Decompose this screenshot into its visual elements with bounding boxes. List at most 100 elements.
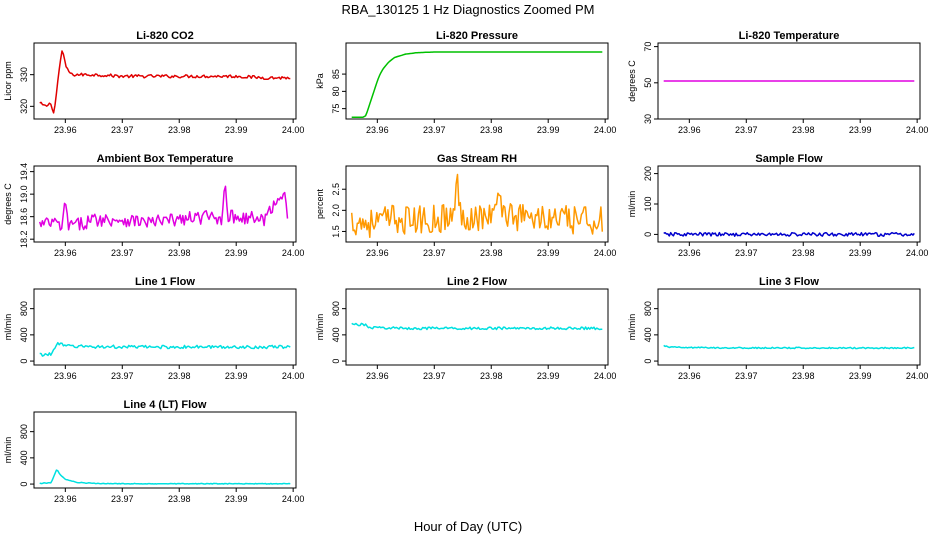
x-tick-label: 23.96	[366, 371, 389, 381]
panel-frame	[345, 42, 609, 120]
series-line-line3	[663, 344, 915, 350]
x-tick-label: 23.96	[54, 371, 77, 381]
x-tick-label: 23.96	[54, 248, 77, 258]
figure-title: RBA_130125 1 Hz Diagnostics Zoomed PM	[342, 2, 595, 17]
panel-5: Sample Flow ml/min 23.96 23.97 23.98 23.99 24.…	[627, 153, 928, 258]
y-tick-label: 400	[19, 450, 29, 465]
y-tick-label: 50	[643, 78, 653, 88]
panels-group: Li-820 CO2 Licor ppm 23.96 23.97 23.98 23.99 2…	[3, 30, 928, 504]
x-tick-label: 24.00	[906, 248, 929, 258]
panel-frame	[33, 42, 297, 120]
series-line-pressure	[351, 51, 603, 119]
y-tick-label: 0	[331, 359, 341, 364]
y-tick-label: 2.5	[331, 183, 341, 196]
panel-title: Line 3 Flow	[759, 276, 819, 288]
panel-4: Gas Stream RH percent 23.96 23.97 23.98 23.99…	[315, 153, 616, 258]
panel-title: Sample Flow	[755, 153, 823, 165]
x-tick-label: 23.99	[849, 125, 872, 135]
y-tick-label: 400	[331, 327, 341, 342]
y-tick-label: 30	[643, 114, 653, 124]
x-tick-label: 24.00	[282, 494, 305, 504]
x-tick-label: 23.97	[111, 248, 134, 258]
panel-frame	[657, 288, 921, 366]
x-tick-label: 23.98	[480, 248, 503, 258]
panel-title: Li-820 Temperature	[739, 30, 840, 42]
panel-6: Line 1 Flow ml/min 23.96 23.97 23.98 23.99 24.…	[3, 276, 304, 381]
y-tick-label: 80	[331, 86, 341, 96]
x-tick-label: 23.98	[792, 371, 815, 381]
y-tick-label: 800	[19, 424, 29, 439]
panel-frame	[33, 165, 297, 243]
x-tick-label: 24.00	[594, 248, 617, 258]
panel-frame	[345, 165, 609, 243]
x-tick-label: 23.98	[792, 125, 815, 135]
x-tick-label: 23.99	[225, 494, 248, 504]
y-tick-label: 0	[19, 482, 29, 487]
y-tick-label: 400	[643, 327, 653, 342]
x-tick-label: 23.97	[735, 371, 758, 381]
panel-y-label: ml/min	[627, 314, 637, 341]
x-tick-label: 23.99	[849, 248, 872, 258]
panel-y-label: ml/min	[627, 191, 637, 218]
y-tick-label: 330	[19, 67, 29, 82]
panel-frame	[345, 288, 609, 366]
panel-title: Line 2 Flow	[447, 276, 507, 288]
panel-y-label: kPa	[315, 73, 325, 89]
panel-2: Li-820 Temperature degrees C 23.96 23.97 23.…	[627, 30, 928, 135]
x-tick-label: 23.96	[366, 248, 389, 258]
x-tick-label: 23.99	[225, 371, 248, 381]
x-tick-label: 23.97	[423, 248, 446, 258]
series-line-rh	[350, 173, 604, 239]
y-tick-label: 0	[19, 359, 29, 364]
x-tick-label: 23.99	[225, 248, 248, 258]
panel-y-label: degrees C	[627, 60, 637, 102]
series-line-line1	[39, 341, 291, 357]
x-tick-label: 23.97	[735, 248, 758, 258]
y-tick-label: 1.5	[331, 225, 341, 238]
x-tick-label: 23.98	[168, 248, 191, 258]
y-tick-label: 0	[643, 232, 653, 237]
panel-frame	[657, 165, 921, 243]
panel-title: Line 1 Flow	[135, 276, 195, 288]
x-tick-label: 23.98	[480, 125, 503, 135]
x-tick-label: 23.98	[480, 371, 503, 381]
x-tick-label: 24.00	[906, 125, 929, 135]
x-tick-label: 23.96	[678, 248, 701, 258]
panel-title: Li-820 CO2	[136, 30, 193, 42]
x-tick-label: 23.97	[423, 371, 446, 381]
panel-y-label: ml/min	[315, 314, 325, 341]
x-tick-label: 23.97	[423, 125, 446, 135]
panel-title: Ambient Box Temperature	[97, 153, 234, 165]
y-tick-label: 85	[331, 69, 341, 79]
x-tick-label: 23.99	[537, 125, 560, 135]
y-tick-label: 800	[331, 301, 341, 316]
panel-title: Gas Stream RH	[437, 153, 517, 165]
x-tick-label: 24.00	[282, 371, 305, 381]
x-tick-label: 23.96	[54, 125, 77, 135]
x-tick-label: 23.96	[678, 125, 701, 135]
series-line-line2	[351, 322, 603, 331]
x-tick-label: 23.98	[792, 248, 815, 258]
y-tick-label: 18.2	[19, 230, 29, 248]
x-tick-label: 23.96	[366, 125, 389, 135]
panel-3: Ambient Box Temperature degrees C 23.96 23.…	[3, 153, 304, 258]
series-line-co2	[39, 50, 291, 114]
panel-frame	[657, 42, 921, 120]
panel-7: Line 2 Flow ml/min 23.96 23.97 23.98 23.99 24.…	[315, 276, 616, 381]
x-tick-label: 23.99	[537, 371, 560, 381]
y-tick-label: 70	[643, 42, 653, 52]
x-tick-label: 23.98	[168, 494, 191, 504]
y-tick-label: 100	[643, 196, 653, 211]
panel-9: Line 4 (LT) Flow ml/min 23.96 23.97 23.98 23.…	[3, 399, 304, 504]
x-tick-label: 24.00	[282, 248, 305, 258]
panel-y-label: ml/min	[3, 437, 13, 464]
x-tick-label: 24.00	[594, 371, 617, 381]
x-tick-label: 23.99	[225, 125, 248, 135]
y-tick-label: 19.0	[19, 185, 29, 203]
y-tick-label: 400	[19, 327, 29, 342]
x-tick-label: 24.00	[282, 125, 305, 135]
y-tick-label: 320	[19, 99, 29, 114]
y-tick-label: 75	[331, 104, 341, 114]
